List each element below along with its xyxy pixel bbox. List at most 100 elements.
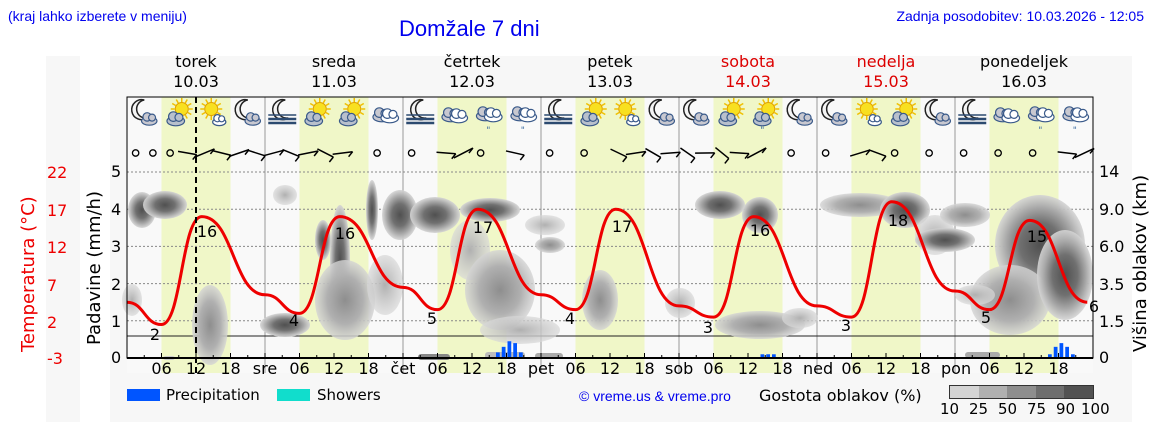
day-date: 16.03 (1001, 72, 1047, 91)
cloud-icon (441, 107, 469, 124)
precipitation-legend-label: Precipitation (166, 386, 260, 404)
temperature-tick: 7 (47, 276, 58, 295)
moon-cloud-icon (786, 98, 814, 126)
day-date: 11.03 (311, 72, 357, 91)
density-tick: 90 (1056, 400, 1076, 418)
x-tick-label: 18 (496, 359, 517, 378)
temperature-tick: 17 (47, 201, 68, 220)
moon-cloud-icon (130, 98, 158, 126)
day-header: četrtek 12.03 (412, 52, 532, 92)
sun-cloud-drizzle-icon: " (752, 98, 780, 136)
svg-text:4: 4 (565, 309, 575, 328)
day-header: petek 13.03 (550, 52, 670, 92)
sun-cloud-icon (338, 98, 366, 127)
cloud-density-label: Gostota oblakov (%) (759, 386, 922, 405)
sun-cloud-icon (580, 98, 607, 127)
precipitation-tick: 3 (111, 237, 122, 256)
day-date: 13.03 (587, 72, 633, 91)
cloud-height-tick: 1.5 (1099, 312, 1125, 331)
cloud-drizzle-icon: " (1027, 106, 1055, 136)
location-hint: (kraj lahko izberete v meniju) (8, 8, 187, 24)
day-header: ponedeljek 16.03 (964, 52, 1084, 92)
day-name: četrtek (443, 52, 501, 71)
copyright-link[interactable]: © vreme.us & vreme.pro (579, 388, 731, 404)
sun-cloud-icon (166, 98, 193, 127)
moon-cloud-icon (820, 98, 848, 126)
precipitation-tick: 5 (111, 162, 122, 181)
day-date: 15.03 (863, 72, 909, 91)
precipitation-tick: 2 (111, 275, 122, 294)
x-tick-label: 18 (634, 359, 655, 378)
day-header: nedelja 15.03 (826, 52, 946, 92)
cloud-height-tick: 3.5 (1099, 275, 1125, 294)
x-tick-label: 18 (1048, 359, 1069, 378)
x-tick-label: 06 (565, 359, 586, 378)
x-tick-label: 12 (599, 359, 621, 378)
x-tick-label: 12 (875, 359, 897, 378)
moon-fog-icon (958, 98, 987, 125)
density-tick: 75 (1027, 400, 1047, 418)
cloud-height-tick: 6.0 (1099, 237, 1125, 256)
x-tick-label: 18 (910, 359, 931, 378)
x-tick-label: 12 (737, 359, 759, 378)
svg-text:": " (1038, 126, 1042, 136)
density-tick: 100 (1081, 400, 1110, 418)
density-swatch (978, 386, 1008, 398)
svg-text:17: 17 (612, 217, 632, 236)
svg-text:16: 16 (335, 224, 355, 243)
precipitation-tick: 1 (111, 312, 122, 331)
last-updated: Zadnja posodobitev: 10.03.2026 - 12:05 (896, 8, 1144, 24)
svg-text:5: 5 (981, 308, 991, 327)
sun-cloud-icon (890, 98, 918, 127)
x-tick-label: 06 (841, 359, 862, 378)
day-name: sreda (311, 52, 357, 71)
x-tick-label: 06 (151, 359, 172, 378)
density-swatch (1007, 386, 1036, 398)
sun-cloud-small-icon (614, 98, 641, 127)
day-date: 10.03 (173, 72, 219, 91)
x-tick-label: 18 (358, 359, 379, 378)
temperature-tick: -3 (47, 349, 63, 368)
sun-cloud-small-icon (200, 98, 227, 127)
x-tick-label: sre (252, 359, 278, 378)
svg-text:17: 17 (473, 218, 493, 237)
showers-legend-label: Showers (317, 386, 381, 404)
moon-fog-icon (406, 98, 435, 125)
cloud-height-tick: 0 (1099, 348, 1110, 367)
sun-cloud-icon (718, 98, 745, 127)
svg-text:15: 15 (1027, 227, 1047, 246)
precipitation-tick: 4 (111, 200, 122, 219)
moon-cloud-icon (648, 98, 676, 126)
temperature-tick: 12 (47, 238, 68, 257)
x-tick-label: 12 (323, 359, 345, 378)
svg-text:": " (521, 126, 525, 136)
svg-text:16: 16 (750, 221, 770, 240)
svg-text:16: 16 (197, 222, 217, 241)
moon-cloud-icon (234, 98, 262, 126)
x-tick-label: ned (803, 359, 834, 378)
x-tick-label: 06 (703, 359, 724, 378)
svg-text:": " (760, 126, 764, 136)
density-tick: 25 (969, 400, 989, 418)
temperature-axis-panel (46, 56, 80, 422)
cloud-drizzle-icon: " (1062, 106, 1090, 136)
x-tick-label: pon (941, 359, 972, 378)
x-tick-label: 18 (220, 359, 241, 378)
x-tick-label: sob (665, 359, 694, 378)
page-title: Domžale 7 dni (399, 16, 540, 41)
x-tick-label: pet (527, 359, 555, 378)
precipitation-tick: 0 (111, 348, 122, 367)
precipitation-swatch (127, 389, 160, 401)
x-tick-label: 12 (1013, 359, 1035, 378)
showers-swatch (277, 389, 310, 401)
day-header: sreda 11.03 (274, 52, 394, 92)
day-name: torek (175, 52, 217, 71)
x-tick-label: 06 (427, 359, 448, 378)
moon-cloud-icon (924, 98, 952, 126)
cloud-icon (993, 107, 1021, 124)
svg-text:5: 5 (427, 309, 437, 328)
moon-fog-icon (268, 98, 297, 125)
day-name: sobota (720, 52, 776, 71)
day-date: 14.03 (725, 72, 771, 91)
density-swatch (1064, 386, 1093, 398)
